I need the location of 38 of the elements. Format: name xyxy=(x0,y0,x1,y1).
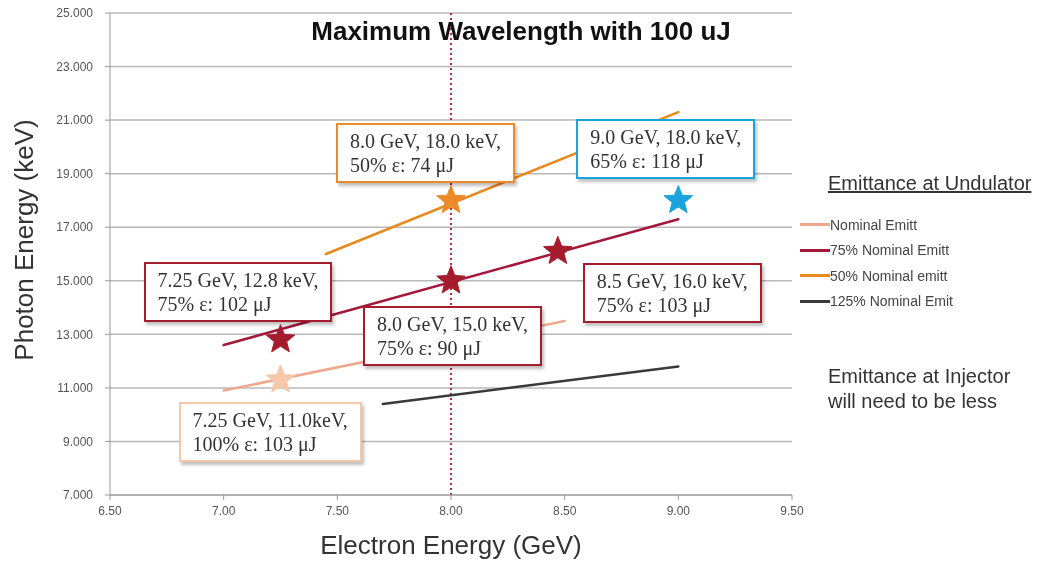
annotation: 8.0 GeV, 18.0 keV, 50% ε: 74 μJ xyxy=(350,129,501,178)
y-tick-label: 11.000 xyxy=(57,381,94,396)
x-tick-label: 7.00 xyxy=(211,503,236,518)
point xyxy=(663,184,694,214)
annotation: 8.0 GeV, 15.0 keV, 75% ε: 90 μJ xyxy=(377,311,528,360)
legend-label: 50% Nominal emitt xyxy=(830,267,948,284)
annotation: 7.25 GeV, 11.0keV, 100% ε: 103 μJ xyxy=(192,407,348,456)
point xyxy=(265,364,296,393)
chart-title: Maximum Wavelength with 100 uJ xyxy=(310,16,732,47)
y-tick-label: 7.000 xyxy=(62,488,94,503)
point xyxy=(543,235,573,264)
y-tick-label: 15.000 xyxy=(56,274,94,289)
y-axis-title: Photon Energy (keV) xyxy=(9,119,39,361)
legend-label: 125% Nominal Emit xyxy=(830,293,953,310)
point xyxy=(265,324,296,353)
x-tick-label: 7.50 xyxy=(325,503,350,518)
x-tick-label: 8.50 xyxy=(552,503,577,518)
annotation: 9.0 GeV, 18.0 keV, 65% ε: 118 μJ xyxy=(590,125,742,174)
y-tick-label: 23.000 xyxy=(56,59,94,74)
x-axis-title: Electron Energy (GeV) xyxy=(320,530,582,560)
point xyxy=(436,265,466,294)
y-tick-label: 19.000 xyxy=(56,166,94,181)
y-tick-label: 25.000 xyxy=(56,6,94,21)
x-tick-label: 6.50 xyxy=(98,503,122,518)
x-tick-label: 9.00 xyxy=(666,503,691,518)
point xyxy=(436,184,466,214)
annotation: 7.25 GeV, 12.8 keV, 75% ε: 102 μJ xyxy=(157,267,319,316)
x-tick-label: 8.00 xyxy=(439,503,463,518)
y-tick-label: 13.000 xyxy=(56,327,94,342)
annotation: 8.5 GeV, 16.0 keV, 75% ε: 103 μJ xyxy=(596,269,748,318)
legend-title: Emittance at Undulator xyxy=(828,171,1032,195)
y-tick-label: 17.000 xyxy=(56,220,94,235)
y-tick-label: 21.000 xyxy=(56,113,94,128)
x-tick-label: 9.50 xyxy=(780,503,804,518)
y-tick-label: 9.000 xyxy=(62,434,94,449)
legend-label: Nominal Emitt xyxy=(830,216,918,233)
text: Emittance at Injector will need to be less xyxy=(828,364,1012,414)
legend-label: 75% Nominal Emitt xyxy=(830,242,950,259)
